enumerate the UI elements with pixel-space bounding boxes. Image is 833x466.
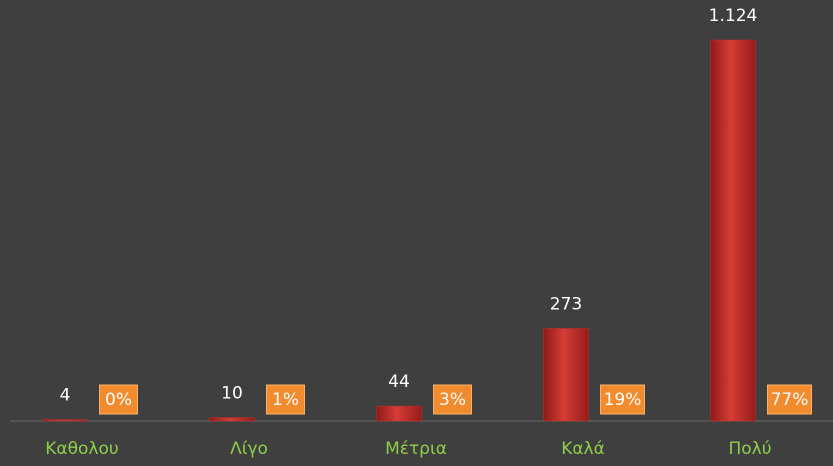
percent-box xyxy=(266,384,305,415)
percent-box xyxy=(767,384,812,415)
percent-label: 1% xyxy=(272,390,299,410)
bar xyxy=(209,417,255,422)
x-tick-label: Πολύ xyxy=(728,439,771,459)
percent-box xyxy=(99,384,138,415)
bar xyxy=(543,328,589,422)
bar xyxy=(42,419,88,422)
value-label: 10 xyxy=(221,384,243,404)
x-tick-label: Λίγο xyxy=(230,439,268,459)
percent-label: 19% xyxy=(604,390,642,410)
bar xyxy=(376,405,422,422)
bar xyxy=(710,39,756,422)
value-label: 44 xyxy=(388,372,410,392)
x-tick-label: Καθολου xyxy=(45,439,118,459)
x-tick-label: Μέτρια xyxy=(385,439,447,459)
value-label: 1.124 xyxy=(709,6,758,26)
value-label: 273 xyxy=(550,294,582,314)
x-tick-label: Καλά xyxy=(561,439,605,459)
value-label: 4 xyxy=(60,386,71,406)
percent-label: 3% xyxy=(439,390,466,410)
percent-label: 77% xyxy=(771,390,809,410)
percent-label: 0% xyxy=(105,390,132,410)
percent-box xyxy=(600,384,645,415)
percent-box xyxy=(433,384,472,415)
